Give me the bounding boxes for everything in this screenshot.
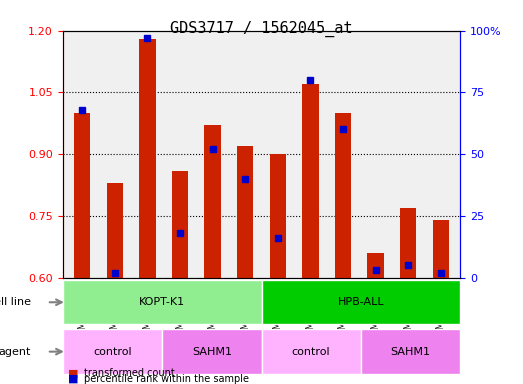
Text: control: control xyxy=(93,347,132,357)
Text: HPB-ALL: HPB-ALL xyxy=(337,297,384,307)
Bar xyxy=(335,113,351,278)
Bar xyxy=(139,39,156,278)
Text: agent: agent xyxy=(0,347,31,357)
Text: ■: ■ xyxy=(68,368,78,378)
Text: percentile rank within the sample: percentile rank within the sample xyxy=(84,374,248,384)
Bar xyxy=(400,208,416,278)
FancyBboxPatch shape xyxy=(361,329,460,374)
Bar xyxy=(74,113,90,278)
FancyBboxPatch shape xyxy=(262,329,361,374)
FancyBboxPatch shape xyxy=(63,280,262,324)
Bar xyxy=(172,170,188,278)
FancyBboxPatch shape xyxy=(63,329,162,374)
Bar xyxy=(237,146,253,278)
Text: control: control xyxy=(292,347,331,357)
Bar xyxy=(302,84,319,278)
Text: transformed count: transformed count xyxy=(84,368,175,378)
Text: ■: ■ xyxy=(68,374,78,384)
Bar xyxy=(433,220,449,278)
Bar xyxy=(204,125,221,278)
Bar xyxy=(270,154,286,278)
FancyBboxPatch shape xyxy=(162,329,262,374)
Bar xyxy=(107,183,123,278)
Text: KOPT-K1: KOPT-K1 xyxy=(139,297,185,307)
Text: GDS3717 / 1562045_at: GDS3717 / 1562045_at xyxy=(170,21,353,37)
Bar xyxy=(367,253,384,278)
Text: SAHM1: SAHM1 xyxy=(192,347,232,357)
FancyBboxPatch shape xyxy=(262,280,460,324)
Text: SAHM1: SAHM1 xyxy=(391,347,430,357)
Text: cell line: cell line xyxy=(0,297,31,307)
